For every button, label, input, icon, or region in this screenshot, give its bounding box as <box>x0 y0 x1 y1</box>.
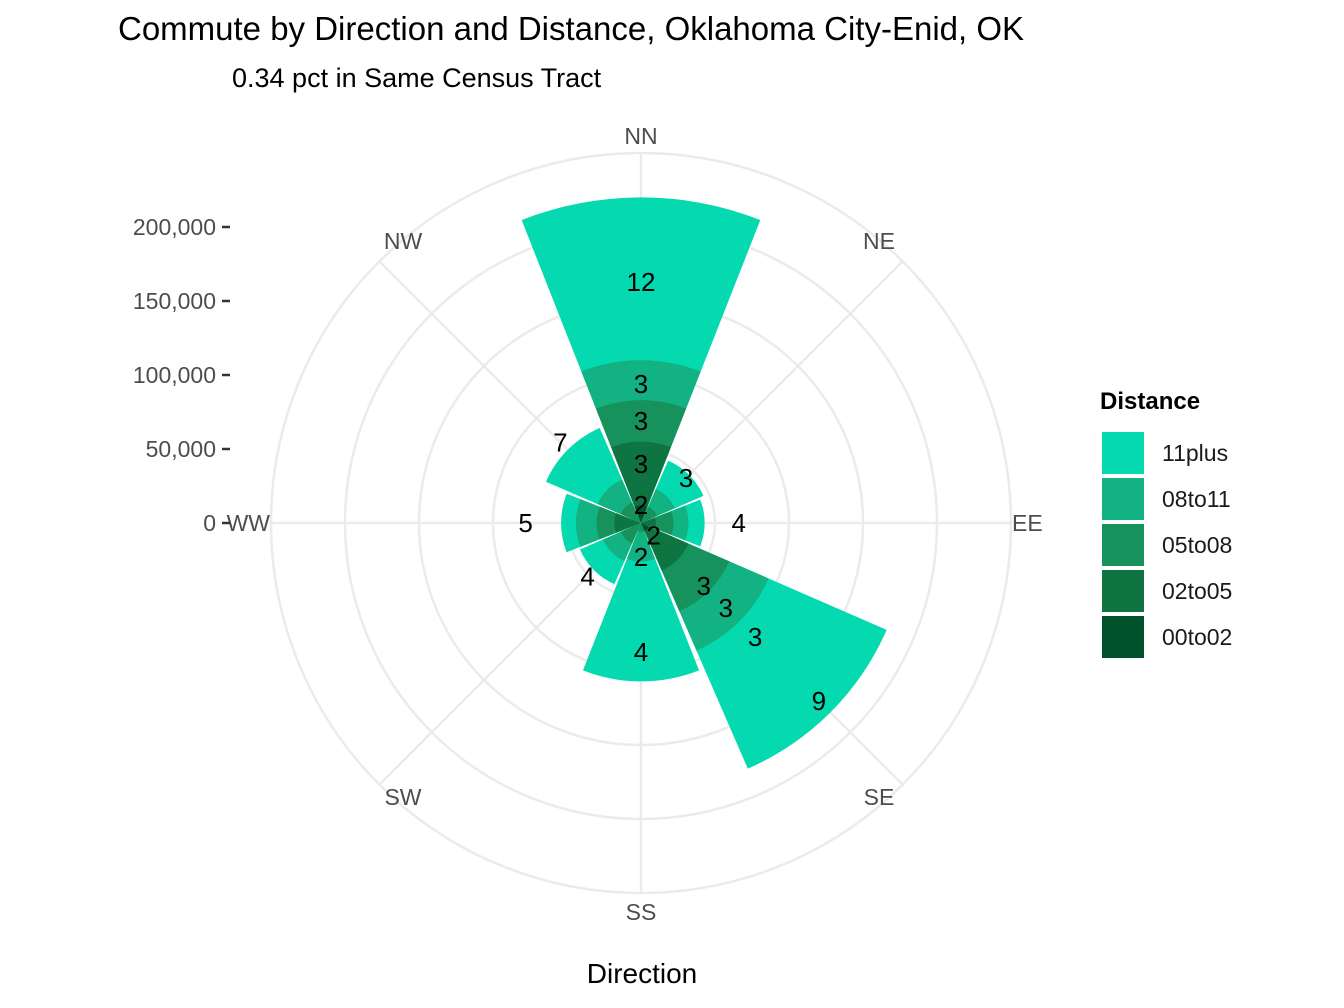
direction-label-ee: EE <box>1012 510 1043 536</box>
bar-label: 3 <box>634 369 648 399</box>
bar-label: 4 <box>731 508 745 538</box>
bar-wedge-ss-08to11 <box>626 523 656 562</box>
bar-label: 4 <box>580 561 594 591</box>
bar-wedge-se-00to02 <box>641 523 650 532</box>
bar-label: 2 <box>634 542 648 572</box>
y-tick-label: 50,000 <box>146 436 216 462</box>
bar-wedge-ee-05to08 <box>641 511 674 535</box>
legend-label: 11plus <box>1162 439 1229 466</box>
direction-label-sw: SW <box>384 784 421 810</box>
y-tick-label: 200,000 <box>133 214 216 240</box>
bar-label: 3 <box>634 406 648 436</box>
legend-swatch <box>1102 432 1144 474</box>
bar-wedge-ss-05to08 <box>637 523 645 532</box>
bar-layer <box>521 197 887 769</box>
legend-item-11plus: 11plus <box>1102 432 1228 474</box>
bar-label: 3 <box>634 449 648 479</box>
axis-layer: 0 50,000 100,000 150,000 200,000 <box>133 214 230 536</box>
legend-swatch <box>1102 524 1144 566</box>
legend-swatch <box>1102 616 1144 658</box>
legend-swatch <box>1102 570 1144 612</box>
legend-label: 08to11 <box>1162 485 1231 512</box>
bar-label: 2 <box>634 490 648 520</box>
bar-wedge-nn-00to02 <box>634 505 648 523</box>
bar-wedge-se-02to05 <box>641 523 689 571</box>
bar-wedge-ss-11plus <box>582 523 700 682</box>
bar-label: 5 <box>518 508 532 538</box>
chart-subtitle: 0.34 pct in Same Census Tract <box>232 63 602 93</box>
direction-label-ne: NE <box>863 228 895 254</box>
legend-item-02to05: 02to05 <box>1102 570 1232 612</box>
bar-wedge-sw-05to08 <box>620 523 641 544</box>
legend-label: 00to02 <box>1162 623 1233 650</box>
bar-label: 3 <box>748 622 762 652</box>
bar-wedge-nn-02to05 <box>611 441 671 523</box>
direction-label-ss: SS <box>626 899 657 925</box>
x-axis-label: Direction <box>586 958 698 989</box>
bar-label: 9 <box>812 686 826 716</box>
bar-wedge-ww-02to05 <box>614 513 641 533</box>
legend-label: 02to05 <box>1162 577 1233 604</box>
direction-label-se: SE <box>864 784 895 810</box>
direction-label-ww: WW <box>227 510 271 536</box>
bar-label: 4 <box>634 637 648 667</box>
bar-label: 12 <box>627 267 656 297</box>
legend-item-05to08: 05to08 <box>1102 524 1232 566</box>
y-tick-label: 150,000 <box>133 288 216 314</box>
bar-wedge-ee-02to05 <box>641 517 656 529</box>
direction-label-nw: NW <box>384 228 423 254</box>
legend-label: 05to08 <box>1162 531 1233 558</box>
y-tick-label: 100,000 <box>133 362 216 388</box>
legend-item-00to02: 00to02 <box>1102 616 1232 658</box>
direction-label-nn: NN <box>624 123 657 149</box>
legend-item-08to11: 08to11 <box>1102 478 1231 520</box>
chart-title: Commute by Direction and Distance, Oklah… <box>118 10 1025 47</box>
bar-wedge-nw-05to08 <box>620 502 641 523</box>
legend-swatch <box>1102 478 1144 520</box>
bar-label: 2 <box>646 521 660 551</box>
bar-label: 7 <box>553 427 567 457</box>
y-tick-label: 0 <box>203 510 216 536</box>
bar-label: 3 <box>719 593 733 623</box>
bar-wedge-ne-05to08 <box>641 506 658 523</box>
legend-title: Distance <box>1100 388 1201 415</box>
bar-label: 3 <box>697 571 711 601</box>
bar-label: 3 <box>679 463 693 493</box>
